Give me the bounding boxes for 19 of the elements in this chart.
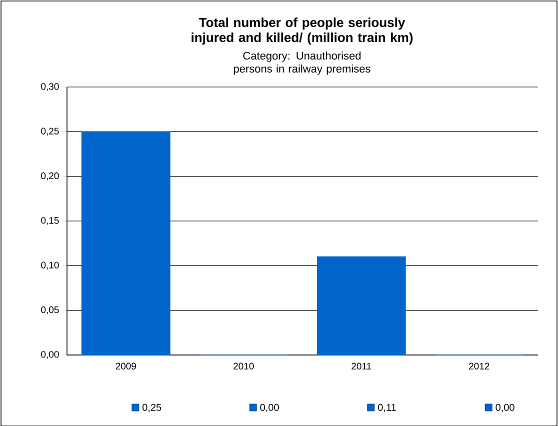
chart-title: Total number of people seriously injured and killed/ (million train km) xyxy=(192,17,413,44)
bar xyxy=(81,131,170,356)
x-tick-label: 2010 xyxy=(234,362,254,370)
data-label: 0,25 xyxy=(142,404,162,412)
y-tick-label: 0,20 xyxy=(41,172,59,180)
y-tick-label: 0,30 xyxy=(41,82,59,91)
chart-subtitle: Category: Unauthorised persons in railway premises xyxy=(234,51,370,75)
bar xyxy=(316,256,406,356)
data-label: 0,11 xyxy=(378,404,396,412)
y-tick-label: 0,25 xyxy=(41,128,59,136)
x-tick-label: 2012 xyxy=(469,362,490,370)
y-tick-label: 0,05 xyxy=(41,306,59,314)
data-label: 0,00 xyxy=(260,404,279,412)
y-tick-label: 0,15 xyxy=(41,216,59,225)
x-tick-label: 2009 xyxy=(116,362,136,370)
y-tick-label: 0,10 xyxy=(41,262,59,270)
x-tick-label: 2011 xyxy=(352,362,372,370)
y-tick-label: 0,00 xyxy=(41,350,59,359)
data-label: 0,00 xyxy=(496,404,514,412)
